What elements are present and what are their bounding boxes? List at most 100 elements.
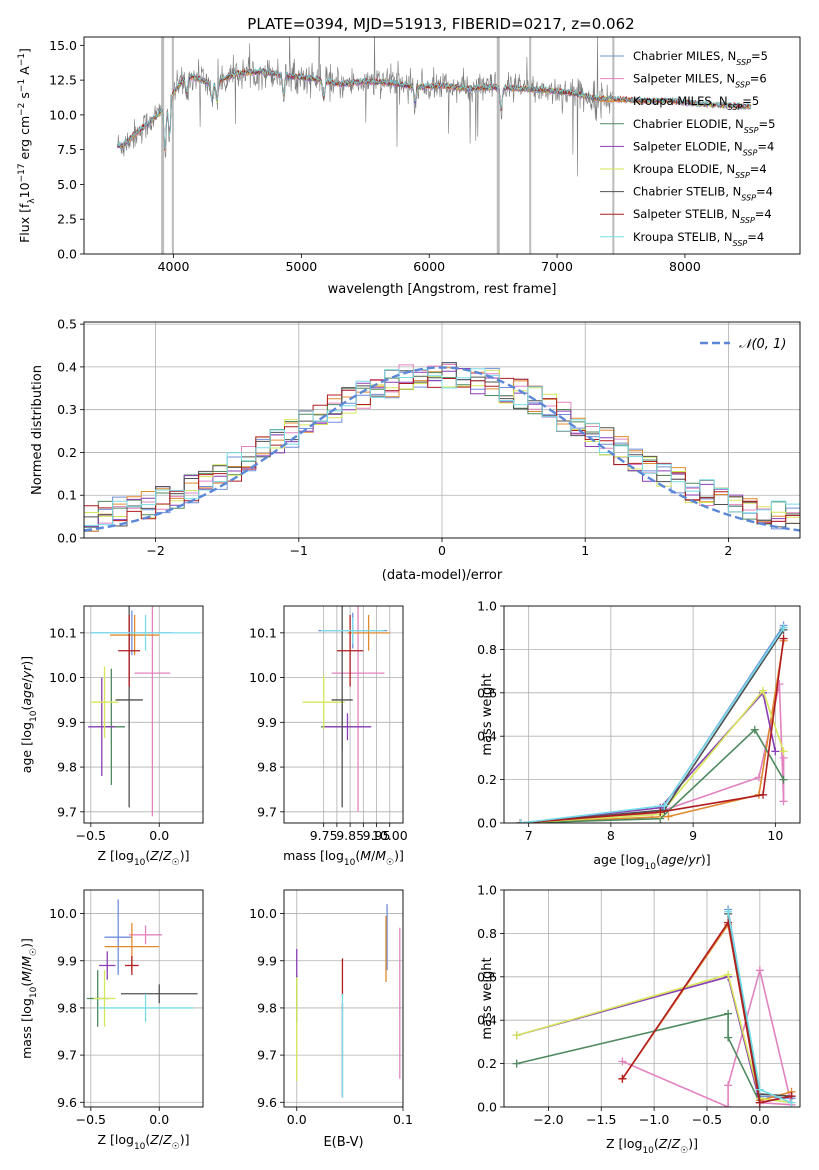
- axes-frame: [83, 889, 204, 1108]
- y-tick-label: 9.7: [57, 1048, 77, 1063]
- y-tick-label: 9.9: [57, 715, 77, 730]
- y-tick-label: 10.1: [49, 625, 77, 640]
- plot-area: [284, 606, 403, 823]
- y-axis-label: Normed distribution: [30, 365, 45, 495]
- weight-marker: [759, 790, 767, 799]
- y-tick-label: 9.7: [57, 804, 77, 819]
- plot-area: [504, 606, 800, 823]
- model-spectrum-kroupa-stelib: [116, 67, 752, 149]
- weight-marker: [755, 1098, 764, 1107]
- x-tick-label: −0.5: [692, 1112, 722, 1127]
- y-tick-label: 2.5: [57, 212, 77, 227]
- y-tick-label: 9.6: [257, 1095, 277, 1110]
- x-tick-label: 6000: [413, 259, 445, 274]
- y-tick-label: 10.0: [49, 906, 77, 921]
- legend-label: Chabrier ELODIE, NSSP=5: [633, 117, 775, 135]
- axes-frame: [83, 36, 801, 255]
- legend-label: 𝒩(0, 1): [739, 337, 786, 352]
- x-tick-label: 9.95: [363, 828, 391, 843]
- histogram-kroupa-stelib: [84, 368, 800, 538]
- y-tick-label: 10.0: [249, 906, 277, 921]
- weight-line-kroupa-elodie: [516, 973, 792, 1104]
- legend-label: Kroupa STELIB, NSSP=4: [633, 230, 764, 248]
- x-axis-label: Z [log10(Z/Z☉)]: [606, 1136, 698, 1156]
- y-tick-label: 0.5: [57, 317, 77, 332]
- y-axis-label: mass weight: [480, 957, 495, 1039]
- weight-marker: [618, 1074, 627, 1083]
- y-tick-label: 10.0: [49, 107, 77, 122]
- x-tick-label: 1: [581, 543, 589, 558]
- y-tick-label: 0.4: [477, 1013, 497, 1028]
- panel-weight_vs_age: 7 8 9 10 0.0 0.2 0.4 0.6 0.8 1.0 age [log10(age/yr…: [477, 599, 801, 872]
- y-tick-label: 0.0: [57, 531, 77, 546]
- y-tick-label: 12.5: [49, 73, 77, 88]
- y-tick-label: 0.2: [477, 1056, 497, 1071]
- x-tick-label: 9.75: [310, 828, 338, 843]
- panel-age_vs_Z: −0.5 0.0 9.7 9.8 9.9 10.0 10.1 Z [log10(Z/Z☉)] a…: [19, 605, 204, 868]
- y-tick-label: 0.2: [57, 445, 77, 460]
- y-tick-label: 5.0: [57, 177, 77, 192]
- plot-area: [116, 37, 752, 254]
- figure-title: PLATE=0394, MJD=51913, FIBERID=0217, z=0…: [247, 15, 634, 33]
- y-tick-label: 9.8: [257, 760, 277, 775]
- weight-line-salpeter-miles: [622, 970, 793, 1107]
- plot-area: [84, 606, 203, 823]
- legend-label: Kroupa MILES, NSSP=5: [633, 94, 759, 112]
- x-tick-label: 0.0: [149, 1112, 169, 1127]
- weight-marker: [664, 812, 673, 821]
- weight-marker: [779, 623, 788, 632]
- weight-line-chabrier-miles: [520, 625, 785, 823]
- weight-line-kroupa-elodie: [520, 688, 785, 823]
- y-tick-label: 10.0: [249, 670, 277, 685]
- weight-line-chabrier-stelib: [520, 629, 785, 823]
- y-tick-label: 1.0: [477, 883, 497, 898]
- model-spectrum-salpeter-stelib: [116, 67, 752, 149]
- axes-frame: [283, 889, 404, 1108]
- axes-frame: [83, 321, 801, 539]
- x-tick-label: −2: [146, 543, 164, 558]
- legend-label: Chabrier STELIB, NSSP=4: [633, 185, 773, 203]
- weight-marker: [779, 797, 788, 806]
- x-tick-label: 9.85: [336, 828, 364, 843]
- weight-marker: [787, 1098, 796, 1107]
- weight-marker: [724, 1033, 733, 1042]
- weight-marker: [516, 819, 525, 823]
- y-tick-label: 7.5: [57, 142, 77, 157]
- axes-frame: [283, 605, 404, 824]
- weight-line-salpeter-stelib: [520, 638, 785, 823]
- y-tick-label: 0.8: [477, 926, 497, 941]
- x-tick-label: 5000: [285, 259, 317, 274]
- axes-frame: [503, 889, 801, 1108]
- chart-panels: 4000 5000 6000 7000 80000.02.55.07.510.012.5…: [17, 36, 801, 1156]
- y-tick-label: 9.8: [257, 1000, 277, 1015]
- x-tick-label: −1: [290, 543, 308, 558]
- panel-mass_vs_Z: −0.5 0.0 9.6 9.7 9.8 9.9 10.0 Z [log10(Z/Z☉)] ma…: [19, 889, 204, 1152]
- data-spectrum-line: [116, 37, 615, 177]
- y-tick-label: 9.8: [57, 760, 77, 775]
- normal-curve: [84, 366, 800, 532]
- x-tick-label: 10: [767, 828, 783, 843]
- panel-weight_vs_Z: −2.0 −1.5 −1.0 −0.5 0.0 0.0 0.2 0.4 0.6 0.8 1.0 Z […: [477, 883, 801, 1156]
- x-axis-label: wavelength [Angstrom, rest frame]: [328, 282, 557, 297]
- x-tick-label: 0.0: [149, 828, 169, 843]
- y-tick-label: 0.4: [477, 729, 497, 744]
- x-tick-label: 0.0: [750, 1112, 770, 1127]
- x-tick-label: 9: [689, 828, 697, 843]
- y-tick-label: 9.7: [257, 1048, 277, 1063]
- x-axis-label: E(B-V): [323, 1135, 363, 1150]
- y-tick-label: 9.9: [257, 953, 277, 968]
- x-axis-label: Z [log10(Z/Z☉)]: [97, 1132, 189, 1152]
- y-tick-label: 10.0: [49, 670, 77, 685]
- y-tick-label: 0.1: [57, 488, 77, 503]
- y-tick-label: 0.2: [477, 772, 497, 787]
- weight-marker: [750, 725, 759, 734]
- legend-label: Salpeter STELIB, NSSP=4: [633, 207, 772, 225]
- x-axis-label: age [log10(age/yr)]: [593, 852, 710, 872]
- y-tick-label: 0.6: [477, 969, 497, 984]
- weight-marker: [724, 970, 733, 979]
- y-tick-label: 9.8: [57, 1000, 77, 1015]
- y-tick-label: 9.6: [57, 1095, 77, 1110]
- y-tick-label: 0.3: [57, 402, 77, 417]
- weight-marker: [755, 966, 764, 975]
